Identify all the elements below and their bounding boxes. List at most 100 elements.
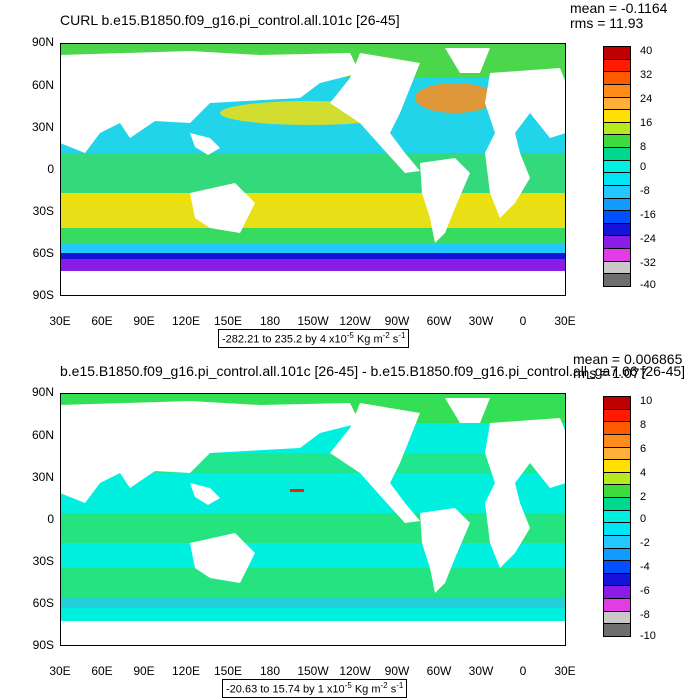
colorbar-swatch — [603, 222, 631, 237]
units-exponent: -2 — [382, 331, 390, 340]
colorbar-swatch — [603, 147, 631, 161]
colorbar-swatch — [603, 58, 631, 73]
colorbar-label: 6 — [640, 443, 647, 455]
colorbar-label: 8 — [640, 141, 647, 153]
lon-label: 60W — [426, 314, 452, 328]
mean-value: mean = 0.006865 — [573, 351, 683, 367]
colorbar-label: 16 — [640, 117, 653, 129]
colorbar-swatch — [603, 96, 631, 111]
units-exponent: -1 — [398, 331, 406, 340]
plot-panel-top: CURL b.e15.B1850.f09_g16.pi_control.all.… — [31, 0, 668, 348]
lon-label: 90E — [133, 314, 155, 328]
colorbar-swatch — [603, 273, 631, 287]
lon-label: 150W — [297, 664, 329, 678]
colorbar-swatch — [603, 560, 631, 574]
lat-label: 90S — [32, 288, 54, 302]
lon-label: 120W — [339, 314, 371, 328]
colorbar-label: -24 — [640, 233, 656, 245]
lat-label: 30S — [32, 204, 54, 218]
lat-label: 60N — [31, 428, 54, 442]
lon-label: 30E — [49, 314, 71, 328]
lon-label: 120W — [339, 664, 371, 678]
colorbar-label: 40 — [640, 45, 653, 57]
lon-label: 60W — [426, 664, 452, 678]
lat-label: 90S — [32, 638, 54, 652]
units-exponent: -2 — [380, 681, 388, 690]
lon-label: 0 — [519, 664, 527, 678]
colorbar-swatch — [603, 509, 631, 524]
colorbar-swatch — [603, 446, 631, 461]
colorbar-swatch — [603, 71, 631, 85]
plot-panel-bottom: b.e15.B1850.f09_g16.pi_control.all.101c … — [0, 350, 700, 700]
colorbar-label: -16 — [640, 209, 656, 221]
lat-label: 60S — [32, 596, 54, 610]
colorbar-swatch — [603, 572, 631, 587]
lat-label: 90N — [31, 385, 54, 399]
colorbar-swatch — [603, 210, 631, 224]
lon-label: 0 — [519, 314, 527, 328]
lat-label: 30N — [31, 120, 54, 134]
colorbar-swatch — [603, 159, 631, 174]
colorbar-label: -32 — [640, 257, 656, 269]
plot-title: b.e15.B1850.f09_g16.pi_control.all.101c … — [60, 363, 686, 379]
colorbar-swatch — [603, 248, 631, 262]
lat-label: 30N — [31, 470, 54, 484]
lat-label: 60N — [31, 78, 54, 92]
units-text: s — [389, 333, 399, 346]
mean-value: mean = -0.1164 — [570, 0, 668, 16]
colorbar-swatch — [603, 433, 631, 448]
colorbar-swatch — [603, 134, 631, 149]
units-text: s — [387, 683, 397, 696]
rms-value: rms = 11.93 — [570, 15, 644, 31]
colorbar-label: 4 — [640, 467, 647, 479]
colorbar-swatch — [603, 534, 631, 549]
lon-label: 120E — [171, 314, 201, 328]
lon-label: 60E — [91, 664, 113, 678]
colorbar-swatch — [603, 484, 631, 499]
colorbar-label: 0 — [640, 161, 647, 173]
colorbar-label: 0 — [640, 513, 647, 525]
colorbar-label: 8 — [640, 419, 647, 431]
colorbar-label: 24 — [640, 93, 653, 105]
colorbar-label: -40 — [640, 279, 656, 291]
lon-label: 120E — [171, 664, 201, 678]
colorbar-label: -8 — [640, 609, 650, 621]
colorbar — [603, 396, 631, 637]
lat-label: 90N — [31, 35, 54, 49]
colorbar-label: 10 — [640, 395, 653, 407]
colorbar-swatch — [603, 623, 631, 637]
colorbar-label: 2 — [640, 491, 647, 503]
colorbar-swatch — [603, 522, 631, 536]
colorbar-swatch — [603, 184, 631, 199]
plot-title: CURL b.e15.B1850.f09_g16.pi_control.all.… — [60, 12, 400, 28]
lon-label: 90E — [133, 664, 155, 678]
lon-label: 150E — [213, 314, 243, 328]
units-text: Kg m — [353, 333, 383, 346]
range-text: -282.21 to 235.2 by 4 x10 — [222, 333, 347, 346]
colorbar-swatch — [603, 83, 631, 98]
colorbar-swatch — [603, 585, 631, 600]
lon-label: 150W — [297, 314, 329, 328]
colorbar-swatch — [603, 121, 631, 136]
colorbar-label: -6 — [640, 585, 650, 597]
range-exponent: -5 — [344, 681, 352, 690]
colorbar-swatch — [603, 109, 631, 123]
rms-value: rms = 1.077 — [573, 365, 648, 381]
colorbar-swatch — [603, 421, 631, 435]
lon-label: 150E — [213, 664, 243, 678]
lon-label: 30W — [468, 664, 494, 678]
colorbar-swatch — [603, 471, 631, 486]
lon-label: 30E — [49, 664, 71, 678]
colorbar-label: -8 — [640, 185, 650, 197]
colorbar-swatch — [603, 46, 631, 60]
map-field — [60, 43, 566, 296]
colorbar-label: -4 — [640, 561, 650, 573]
lat-label: 30S — [32, 554, 54, 568]
lon-label: 90W — [384, 664, 410, 678]
colorbar-swatch — [603, 197, 631, 212]
colorbar-swatch — [603, 396, 631, 410]
contour-range-box: -282.21 to 235.2 by 4 x10-5 Kg m-2 s-1 — [218, 329, 410, 348]
contour-range-box: -20.63 to 15.74 by 1 x10-5 Kg m-2 s-1 — [222, 679, 408, 698]
lon-label: 30W — [468, 314, 494, 328]
lat-label: 0 — [47, 512, 54, 526]
